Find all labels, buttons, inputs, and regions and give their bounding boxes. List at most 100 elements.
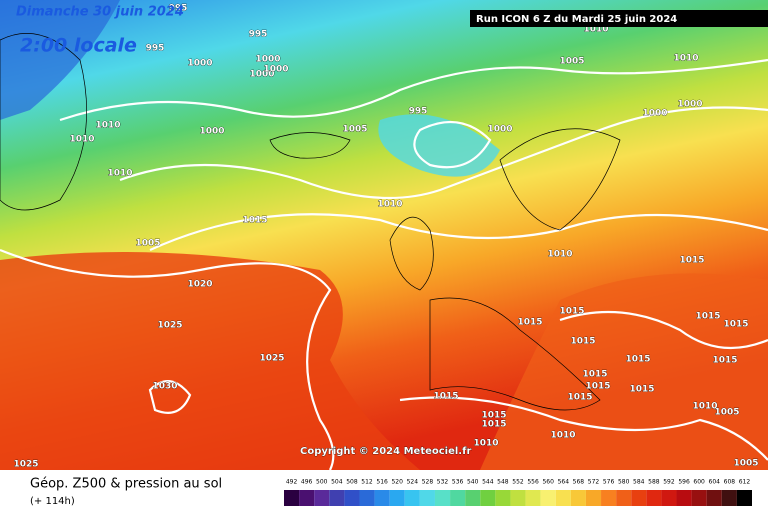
colorbar-swatch [480, 490, 496, 506]
isobar-label: 1015 [242, 216, 267, 226]
isobar-label: 1005 [733, 459, 758, 469]
colorbar-label: 532 [437, 479, 449, 486]
isobar-label: 1005 [135, 239, 160, 249]
colorbar-label: 540 [467, 479, 479, 486]
cold-area [0, 0, 120, 120]
colorbar-label: 612 [739, 479, 751, 486]
isobar-label: 1010 [550, 431, 575, 441]
colorbar-label: 608 [724, 479, 736, 486]
colorbar-swatch [661, 490, 677, 506]
colorbar: 492 496 500 504 508 512 516 520 524 528 532 536 540 5… [284, 479, 752, 506]
colorbar-swatch [691, 490, 707, 506]
isobar-label: 1015 [517, 318, 542, 328]
colorbar-label: 604 [709, 479, 721, 486]
isobar-label: 1015 [567, 393, 592, 403]
run-banner [470, 10, 768, 27]
isobar-label: 1015 [679, 256, 704, 266]
coastlines [0, 33, 621, 411]
colorbar-swatch [736, 490, 752, 506]
isobar-label: 1015 [712, 356, 737, 366]
isobar-label: 1005 [559, 57, 584, 67]
colorbar-label: 516 [376, 479, 388, 486]
colorbar-label: 556 [527, 479, 539, 486]
isobar-label: 1015 [433, 392, 458, 402]
colorbar-label: 504 [331, 479, 343, 486]
isobar-label: 1010 [692, 402, 717, 412]
isobar-label: 1000 [187, 59, 212, 69]
colorbar-label: 520 [391, 479, 403, 486]
colorbar-label: 500 [316, 479, 328, 486]
colorbar-swatch [601, 490, 617, 506]
isobar-label: 1000 [677, 100, 702, 110]
isobar-label: 1015 [629, 385, 654, 395]
isobar-label: 995 [146, 44, 165, 54]
colorbar-label: 492 [286, 479, 298, 486]
isobar-label: 1015 [481, 411, 506, 421]
isobar-label: 1020 [187, 280, 212, 290]
isobar-label: 1000 [487, 125, 512, 135]
isobar-label: 1015 [582, 370, 607, 380]
colorbar-swatch [495, 490, 511, 506]
colorbar-label: 584 [633, 479, 645, 486]
isobar-label: 1000 [199, 127, 224, 137]
colorbar-label: 572 [588, 479, 600, 486]
isobar-label: 1010 [95, 121, 120, 131]
legend-title: Géop. Z500 & pression au sol [30, 477, 222, 492]
colorbar-label: 548 [497, 479, 509, 486]
isobar-label: 1010 [473, 439, 498, 449]
colorbar-label: 600 [693, 479, 705, 486]
isobar-label: 1015 [570, 337, 595, 347]
isobar-label: 995 [249, 30, 268, 40]
isobar-label: 1000 [249, 70, 274, 80]
isobar-label: 1010 [107, 169, 132, 179]
colorbar-swatch [299, 490, 315, 506]
colorbar-label: 508 [346, 479, 358, 486]
colorbar-swatch [676, 490, 692, 506]
colorbar-swatch [329, 490, 345, 506]
isobar-label: 1000 [642, 109, 667, 119]
colorbar-swatch [540, 490, 556, 506]
colorbar-swatch [374, 490, 390, 506]
isobar-label: 1010 [673, 54, 698, 64]
valid-date: Dimanche 30 juin 2024 [16, 5, 184, 20]
colorbar-swatch [706, 490, 722, 506]
isobar-label: 1025 [13, 460, 38, 470]
colorbar-swatch [344, 490, 360, 506]
colorbar-label: 576 [603, 479, 615, 486]
colorbar-swatch [631, 490, 647, 506]
colorbar-swatch [465, 490, 481, 506]
colorbar-label: 592 [663, 479, 675, 486]
isobar-label: 1015 [559, 307, 584, 317]
colorbar-label: 588 [648, 479, 660, 486]
isobar-label: 995 [409, 107, 428, 117]
colorbar-swatch [419, 490, 435, 506]
copyright: Copyright © 2024 Meteociel.fr [300, 446, 471, 457]
high-geopotential [0, 252, 420, 470]
valid-time: 2:00 locale [20, 35, 137, 57]
isobar-label: 1005 [342, 125, 367, 135]
colorbar-swatch [284, 490, 300, 506]
colorbar-label: 496 [301, 479, 313, 486]
isobar-labels: 995 995 995 1000 1000 1000 1000 1010 1000 1010 101… [13, 3, 759, 470]
colorbar-label: 580 [618, 479, 630, 486]
colorbar-swatch [314, 490, 330, 506]
colorbar-label: 512 [361, 479, 373, 486]
colorbar-swatch [721, 490, 737, 506]
isobar-label: 1015 [481, 420, 506, 430]
colorbar-swatch [616, 490, 632, 506]
colorbar-swatch [570, 490, 586, 506]
isobar-label: 1015 [585, 382, 610, 392]
isobar-label: 995 [169, 4, 188, 14]
isobar-label: 1015 [695, 312, 720, 322]
colorbar-label: 524 [407, 479, 419, 486]
colorbar-swatch [555, 490, 571, 506]
isobar-label: 1015 [723, 320, 748, 330]
colorbar-label: 564 [558, 479, 570, 486]
colorbar-swatch [434, 490, 451, 506]
isobars [0, 58, 768, 471]
colorbar-label: 528 [422, 479, 434, 486]
isobar-label: 1030 [152, 382, 177, 392]
colorbar-swatch [510, 490, 526, 506]
